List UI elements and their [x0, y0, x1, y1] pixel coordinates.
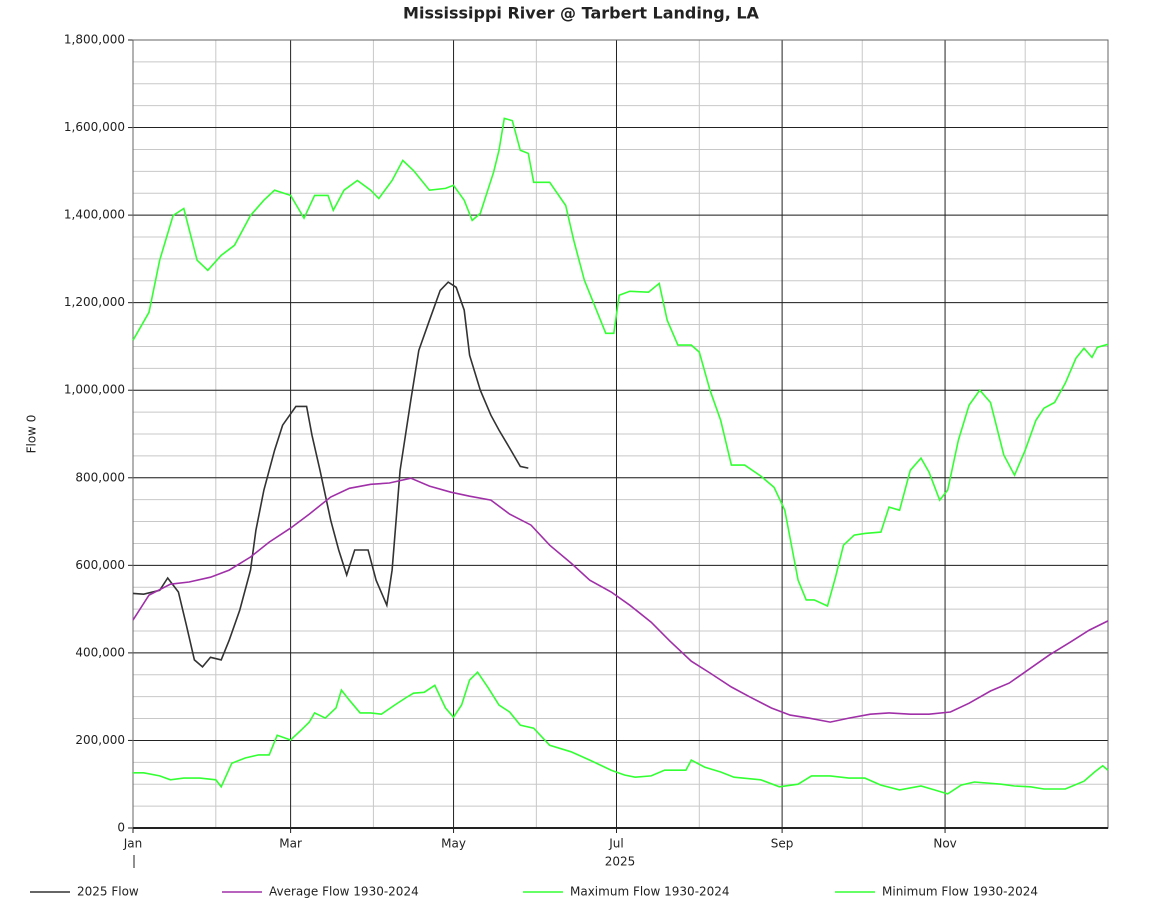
y-tick-label: 1,200,000: [64, 295, 125, 309]
x-tick-label: May: [441, 837, 466, 851]
series-line: [133, 670, 1109, 795]
legend-label: 2025 Flow: [77, 885, 139, 899]
y-tick-label: 600,000: [75, 558, 125, 572]
x-axis-label: 2025: [605, 855, 636, 869]
y-axis-label: Flow 0: [25, 415, 39, 454]
legend-label: Minimum Flow 1930-2024: [882, 885, 1038, 899]
y-tick-label: 1,000,000: [64, 383, 125, 397]
x-tick-label: Mar: [279, 837, 302, 851]
x-tick-label: Nov: [933, 837, 956, 851]
x-tick-label: Sep: [771, 837, 794, 851]
chart-title: Mississippi River @ Tarbert Landing, LA: [403, 4, 760, 23]
y-tick-label: 1,600,000: [64, 120, 125, 134]
legend-label: Average Flow 1930-2024: [269, 885, 419, 899]
y-tick-label: 200,000: [75, 733, 125, 747]
y-tick-label: 0: [117, 821, 125, 835]
legend-label: Maximum Flow 1930-2024: [570, 885, 730, 899]
series-line: [132, 117, 1109, 608]
x-tick-label: Jul: [608, 837, 623, 851]
series-line: [132, 281, 529, 669]
y-tick-label: 800,000: [75, 470, 125, 484]
y-tick-label: 1,400,000: [64, 208, 125, 222]
x-tick-label: Jan: [123, 837, 143, 851]
y-tick-label: 1,800,000: [64, 33, 125, 47]
y-tick-label: 400,000: [75, 645, 125, 659]
series-line: [132, 477, 1109, 723]
